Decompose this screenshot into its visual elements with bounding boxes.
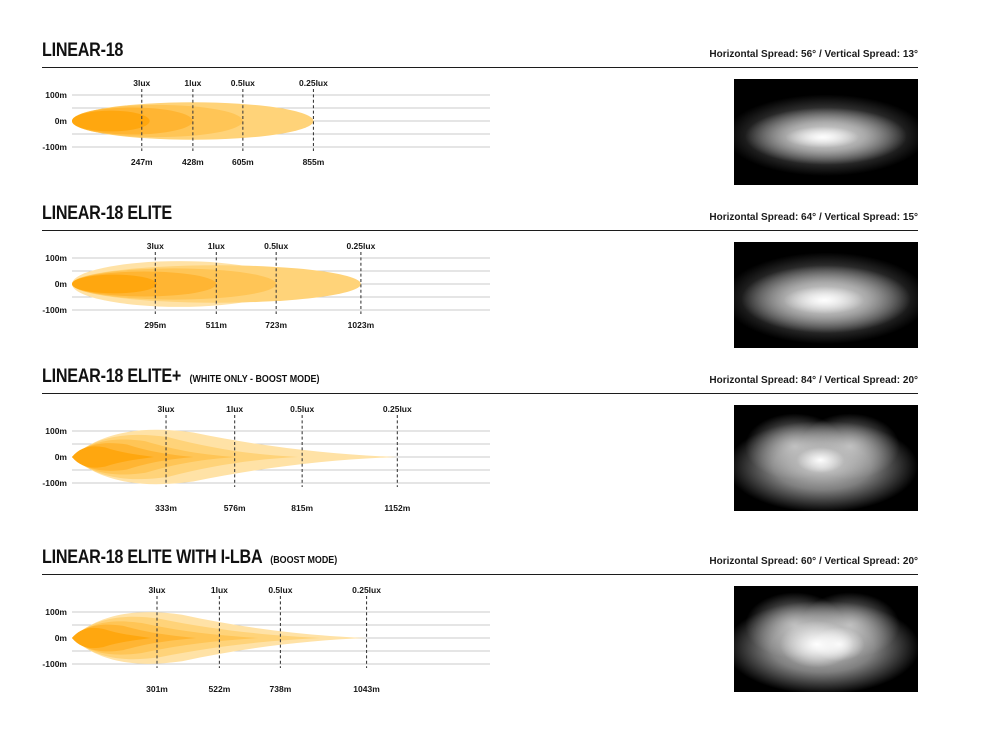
svg-text:-100m: -100m	[42, 305, 67, 315]
svg-text:1lux: 1lux	[208, 241, 225, 251]
svg-text:428m: 428m	[182, 157, 204, 167]
product-title-text: LINEAR-18	[42, 40, 124, 61]
svg-text:576m: 576m	[224, 503, 246, 513]
divider	[42, 230, 918, 231]
svg-text:0m: 0m	[55, 279, 68, 289]
section-header: LINEAR-18 ELITE Horizontal Spread: 64° /…	[42, 203, 918, 225]
section-linear-18-elite: LINEAR-18 ELITE Horizontal Spread: 64° /…	[42, 203, 918, 348]
product-title-suffix: (WHITE ONLY - BOOST MODE)	[189, 373, 320, 385]
product-title: LINEAR-18 ELITE	[42, 203, 200, 225]
svg-text:0.5lux: 0.5lux	[268, 585, 292, 595]
spread-info: Horizontal Spread: 84° / Vertical Spread…	[709, 375, 918, 386]
beam-photo	[734, 405, 918, 511]
beam-pattern-chart: 3lux 301m 1lux 522m 0.5lux 738m 0.25lux 1043m 10…	[42, 585, 490, 694]
svg-text:100m: 100m	[45, 90, 67, 100]
divider	[42, 67, 918, 68]
svg-text:511m: 511m	[206, 320, 228, 330]
beam-photo	[734, 242, 918, 348]
section-header: LINEAR-18 ELITE+ (WHITE ONLY - BOOST MOD…	[42, 366, 918, 388]
spread-info: Horizontal Spread: 64° / Vertical Spread…	[709, 212, 918, 223]
svg-text:855m: 855m	[303, 157, 325, 167]
spread-info: Horizontal Spread: 60° / Vertical Spread…	[709, 556, 918, 567]
svg-text:815m: 815m	[291, 503, 313, 513]
svg-text:723m: 723m	[265, 320, 287, 330]
svg-text:0m: 0m	[55, 116, 68, 126]
svg-text:738m: 738m	[270, 684, 292, 694]
svg-text:605m: 605m	[232, 157, 254, 167]
product-title-suffix: (BOOST MODE)	[270, 554, 338, 566]
svg-text:3lux: 3lux	[158, 404, 175, 414]
svg-text:0.25lux: 0.25lux	[299, 78, 328, 88]
svg-text:-100m: -100m	[42, 478, 67, 488]
svg-text:1152m: 1152m	[384, 503, 410, 513]
beam-photo	[734, 586, 918, 692]
svg-text:0.5lux: 0.5lux	[264, 241, 288, 251]
section-header: LINEAR-18 Horizontal Spread: 56° / Verti…	[42, 40, 918, 62]
beam-pattern-chart: 3lux 295m 1lux 511m 0.5lux 723m 0.25lux 1023m 10…	[42, 241, 490, 330]
svg-text:0.25lux: 0.25lux	[352, 585, 381, 595]
svg-text:-100m: -100m	[42, 142, 67, 152]
beam-photo	[734, 79, 918, 185]
beam-pattern-chart: 3lux 333m 1lux 576m 0.5lux 815m 0.25lux 1152m 10…	[42, 404, 490, 513]
product-title-text: LINEAR-18 ELITE+	[42, 366, 182, 387]
svg-text:3lux: 3lux	[148, 585, 165, 595]
svg-text:0.5lux: 0.5lux	[231, 78, 255, 88]
svg-text:1lux: 1lux	[211, 585, 228, 595]
section-header: LINEAR-18 ELITE WITH I-LBA (BOOST MODE) …	[42, 547, 918, 569]
svg-text:0m: 0m	[55, 633, 68, 643]
svg-text:-100m: -100m	[42, 659, 67, 669]
section-linear-18-elite-plus: LINEAR-18 ELITE+ (WHITE ONLY - BOOST MOD…	[42, 366, 918, 515]
product-title: LINEAR-18 ELITE WITH I-LBA (BOOST MODE)	[42, 547, 389, 569]
svg-text:100m: 100m	[45, 253, 67, 263]
product-title-text: LINEAR-18 ELITE WITH I-LBA	[42, 547, 262, 568]
section-linear-18-elite-ilba: LINEAR-18 ELITE WITH I-LBA (BOOST MODE) …	[42, 547, 918, 696]
product-title: LINEAR-18	[42, 40, 142, 62]
svg-text:301m: 301m	[146, 684, 168, 694]
svg-text:522m: 522m	[209, 684, 231, 694]
svg-text:3lux: 3lux	[133, 78, 150, 88]
svg-text:0.25lux: 0.25lux	[346, 241, 375, 251]
divider	[42, 574, 918, 575]
svg-text:0.25lux: 0.25lux	[383, 404, 412, 414]
section-linear-18: LINEAR-18 Horizontal Spread: 56° / Verti…	[42, 40, 918, 185]
divider	[42, 393, 918, 394]
beam-pattern-chart: 3lux 247m 1lux 428m 0.5lux 605m 0.25lux 855m 100…	[42, 78, 490, 167]
spread-info: Horizontal Spread: 56° / Vertical Spread…	[709, 49, 918, 60]
svg-text:1043m: 1043m	[353, 684, 380, 694]
svg-text:1lux: 1lux	[184, 78, 201, 88]
product-title-text: LINEAR-18 ELITE	[42, 203, 172, 224]
svg-text:100m: 100m	[45, 607, 67, 617]
svg-text:1023m: 1023m	[348, 320, 375, 330]
svg-text:100m: 100m	[45, 426, 67, 436]
product-title: LINEAR-18 ELITE+ (WHITE ONLY - BOOST MOD…	[42, 366, 368, 388]
svg-text:0.5lux: 0.5lux	[290, 404, 314, 414]
svg-text:333m: 333m	[155, 503, 177, 513]
svg-text:1lux: 1lux	[226, 404, 243, 414]
svg-text:3lux: 3lux	[147, 241, 164, 251]
svg-text:295m: 295m	[144, 320, 166, 330]
svg-text:247m: 247m	[131, 157, 153, 167]
svg-text:0m: 0m	[55, 452, 68, 462]
